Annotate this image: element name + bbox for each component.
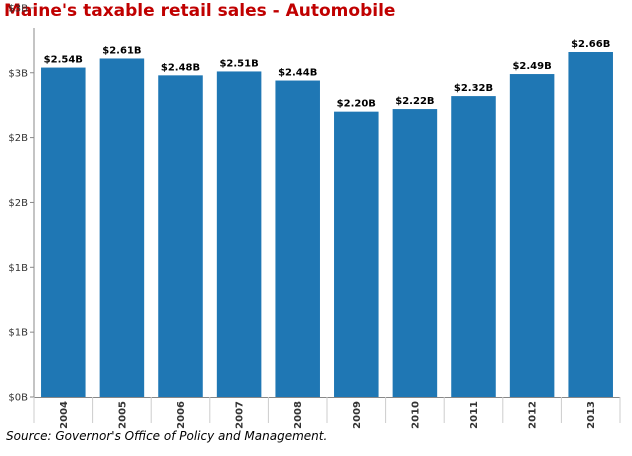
- data-label: $2.61B: [102, 45, 141, 56]
- bar: [41, 67, 86, 397]
- bar: [275, 80, 320, 398]
- data-label: $2.51B: [219, 58, 258, 69]
- bar: [568, 51, 613, 398]
- x-tick-label: 2007: [235, 401, 246, 429]
- x-tick-label: 2013: [586, 401, 597, 429]
- x-tick-label: 2008: [293, 401, 304, 429]
- chart-title: Maine's taxable retail sales - Automobil…: [4, 1, 396, 21]
- y-tick-label: $0B: [8, 393, 28, 404]
- data-label: $2.54B: [44, 55, 83, 66]
- source-note: Source: Governor's Office of Policy and …: [6, 429, 328, 443]
- x-tick-label: 2009: [352, 401, 363, 429]
- data-label: $2.48B: [161, 62, 200, 73]
- bar: [392, 109, 438, 397]
- y-tick-label: $2B: [8, 133, 28, 144]
- x-tick-label: 2005: [117, 401, 128, 429]
- y-tick-label: $1B: [8, 328, 28, 339]
- bars-layer: [41, 51, 613, 398]
- data-label: $2.22B: [395, 96, 434, 107]
- x-tick-label: 2004: [59, 401, 70, 429]
- data-label: $2.20B: [337, 99, 376, 110]
- y-tick-label: $2B: [8, 198, 28, 209]
- bar: [99, 58, 145, 397]
- x-tick-label: 2010: [410, 401, 421, 429]
- data-label: $2.32B: [454, 83, 493, 94]
- y-tick-label: $3B: [8, 3, 28, 14]
- x-axis: 2004 2005 2006 2007 2008 2009 2010 2011 2012 2013: [33, 397, 621, 429]
- bar: [158, 75, 203, 398]
- x-tick-label: 2012: [528, 401, 539, 429]
- y-tick-label: $1B: [8, 263, 28, 274]
- bar: [451, 96, 496, 397]
- bar: [334, 111, 379, 397]
- data-label: $2.49B: [512, 61, 551, 72]
- y-tick-label: $3B: [8, 68, 28, 79]
- y-axis: $0B $1B $1B $2B $2B $3B $3B: [8, 3, 35, 404]
- data-labels: $2.54B $2.61B $2.48B $2.51B $2.44B $2.20B $2.2…: [44, 39, 611, 110]
- x-tick-label: 2011: [469, 401, 480, 429]
- bar: [509, 74, 555, 397]
- bar: [216, 71, 262, 397]
- data-label: $2.66B: [571, 39, 610, 50]
- x-tick-label: 2006: [176, 401, 187, 429]
- data-label: $2.44B: [278, 68, 317, 79]
